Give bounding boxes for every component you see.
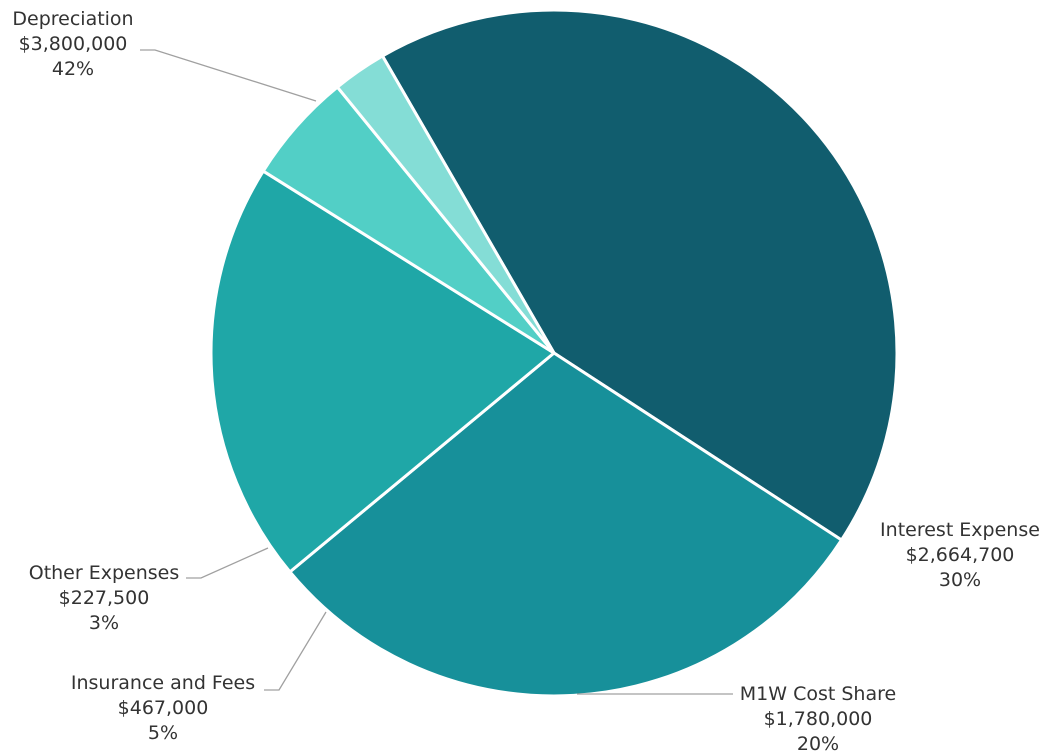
leader-lines [140, 49, 733, 695]
slice-percent-label: 20% [797, 733, 839, 755]
pie-slices [209, 8, 899, 698]
slice-labels: Depreciation $3,800,000 42% Interest Expens… [12, 8, 1040, 755]
slice-category-label: Other Expenses [29, 562, 180, 584]
slice-percent-label: 42% [52, 58, 94, 80]
slice-percent-label: 30% [939, 569, 981, 591]
slice-percent-label: 5% [148, 722, 178, 744]
slice-label: Other Expenses $227,500 3% [29, 562, 180, 634]
slice-category-label: M1W Cost Share [740, 683, 896, 705]
slice-label: M1W Cost Share $1,780,000 20% [740, 683, 896, 755]
slice-value-label: $2,664,700 [906, 544, 1015, 566]
slice-value-label: $1,780,000 [764, 708, 873, 730]
pie-slice-other-expenses [335, 54, 556, 355]
pie-slice-m1w-cost-share [209, 169, 556, 574]
slice-value-label: $227,500 [59, 587, 150, 609]
slice-value-label: $467,000 [118, 697, 209, 719]
slice-category-label: Depreciation [12, 8, 133, 30]
slice-label: Depreciation $3,800,000 42% [12, 8, 133, 80]
slice-category-label: Interest Expense [880, 519, 1040, 541]
leader-line [264, 611, 327, 691]
slice-value-label: $3,800,000 [19, 33, 128, 55]
slice-category-label: Insurance and Fees [71, 672, 255, 694]
slice-label: Insurance and Fees $467,000 5% [71, 672, 255, 744]
leader-line [140, 49, 317, 102]
slice-label: Interest Expense $2,664,700 30% [880, 519, 1040, 591]
pie-slice-interest-expense [288, 351, 844, 698]
leader-line [186, 547, 269, 579]
slice-percent-label: 3% [89, 612, 119, 634]
pie-slice-depreciation [381, 8, 899, 542]
